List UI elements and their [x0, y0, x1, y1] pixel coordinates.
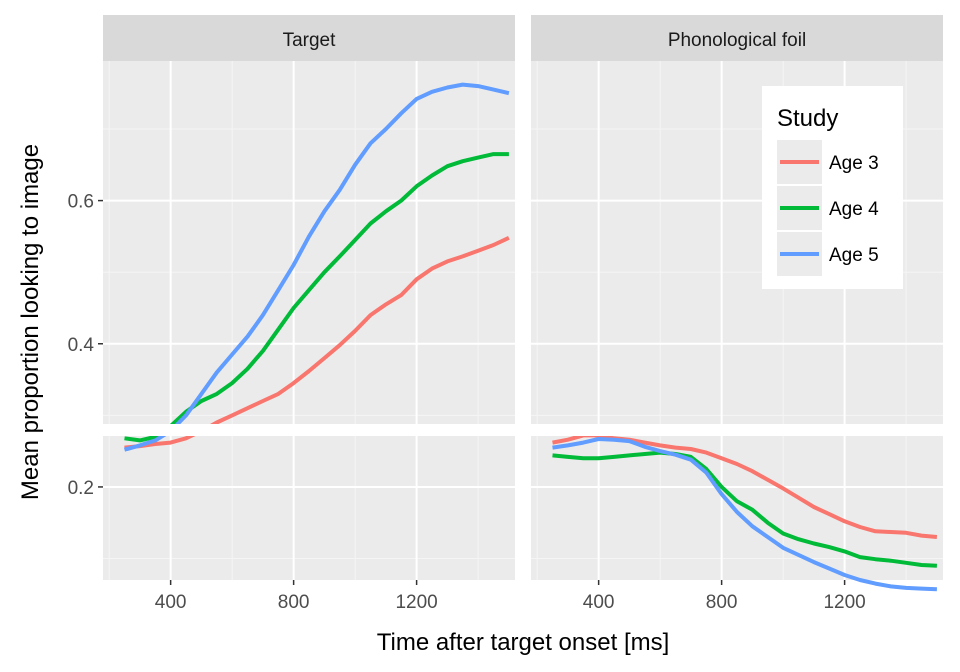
x-tick-label: 400 [155, 592, 187, 613]
legend: Study Age 3 Age 4 Age 5 [762, 86, 903, 289]
legend-keys: Age 3 Age 4 Age 5 [777, 140, 879, 276]
panels: Target Phonological foil [101, 15, 945, 592]
x-tick-label: 800 [278, 592, 310, 613]
axis-break-band [529, 424, 945, 436]
legend-item-age-3: Age 3 [777, 140, 879, 184]
panel-background [103, 61, 515, 580]
legend-item-age-5: Age 5 [777, 232, 879, 276]
strip-background [103, 15, 515, 61]
series-line-age-5 [552, 437, 937, 592]
x-axis-ticks: 400 800 1200 400 800 1200 [155, 580, 866, 613]
legend-item-age-4: Age 4 [777, 186, 879, 230]
y-tick-label: 0.4 [68, 335, 95, 356]
series-line-age-5 [123, 82, 510, 452]
panel-target: Target [101, 15, 517, 580]
legend-label: Age 4 [829, 199, 879, 220]
strip-label: Phonological foil [668, 30, 806, 51]
y-tick-label: 0.2 [68, 478, 94, 499]
x-tick-label: 400 [583, 592, 615, 613]
x-axis-title: Time after target onset [ms] [377, 629, 670, 656]
y-tick-label: 0.6 [68, 192, 94, 213]
legend-title: Study [777, 105, 838, 132]
series-line-age-3 [124, 235, 510, 450]
strip-background [531, 15, 943, 61]
axis-break-band [101, 424, 517, 436]
x-tick-label: 1200 [823, 592, 865, 613]
x-tick-label: 800 [706, 592, 738, 613]
x-tick-label: 1200 [395, 592, 437, 613]
strip-label: Target [283, 30, 337, 51]
y-axis-ticks: 0.2 0.4 0.6 [68, 192, 103, 499]
legend-label: Age 3 [829, 153, 879, 174]
series-line-age-4 [552, 450, 937, 568]
legend-label: Age 5 [829, 245, 879, 266]
y-axis-title: Mean proportion looking to image [17, 144, 44, 500]
